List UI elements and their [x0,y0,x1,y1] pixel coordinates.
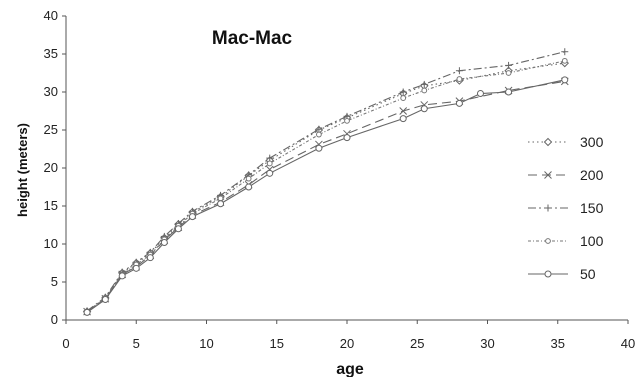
data-point [217,195,224,202]
data-point [400,95,407,101]
data-point [420,105,428,113]
y-tick-label: 40 [44,8,58,23]
series-line-300 [86,62,565,313]
data-point [316,131,322,138]
data-point [420,80,428,88]
data-point [344,117,350,124]
series-line-100 [86,60,565,313]
series-50 [83,76,569,316]
legend-item-50: 50 [528,266,596,282]
y-tick-label: 20 [44,160,58,175]
data-point [315,125,323,133]
x-tick-label: 30 [480,336,494,351]
x-tick-label: 25 [410,336,424,351]
data-point [399,115,407,123]
y-tick-label: 5 [51,274,58,289]
plot-area: 0 5 10 15 20 25 30 35 40 0 5 10 15 20 25 30 35 40 [44,8,636,351]
data-point [399,88,407,96]
x-axis-title: age [336,361,364,377]
data-point [188,213,196,221]
series-100 [84,57,568,316]
data-point [455,67,463,75]
data-point [83,308,91,316]
x-tick-label: 15 [270,336,284,351]
data-point [505,88,513,96]
legend: 300 200 150 100 50 [528,134,604,282]
data-point [217,200,225,208]
series-300 [82,58,569,316]
legend-item-150: 150 [528,200,604,216]
data-point [343,134,351,142]
y-tick-label: 35 [44,46,58,61]
series-150 [83,48,569,315]
data-point [505,61,513,69]
y-tick-label: 15 [44,198,58,213]
legend-label: 300 [580,134,604,150]
data-point [561,57,568,64]
y-tick-label: 0 [51,312,58,327]
data-point [132,264,140,272]
data-point [118,272,126,280]
data-point [476,90,484,98]
data-point [245,183,253,191]
data-point [421,87,428,94]
data-point [505,70,512,76]
x-tick-label: 40 [621,336,635,351]
data-point [146,254,154,262]
legend-item-100: 100 [528,233,604,249]
data-point [315,144,323,152]
x-tick-label: 20 [340,336,354,351]
data-point [174,225,182,233]
data-point [160,238,168,246]
y-axis-title: height (meters) [15,123,30,217]
y-tick-label: 10 [44,236,58,251]
y-tick-label: 30 [44,84,58,99]
data-point [101,295,109,303]
legend-marker [544,270,552,278]
data-point [456,76,463,82]
x-tick-label: 5 [133,336,140,351]
data-point [245,175,252,182]
data-point [561,76,569,84]
legend-item-200: 200 [528,167,604,183]
x-tick-label: 35 [551,336,565,351]
data-point [266,160,273,167]
series-line-50 [86,79,565,313]
legend-marker [543,137,553,147]
series-line-200 [86,80,565,313]
legend-marker [545,238,551,244]
data-point [266,169,274,177]
legend-item-300: 300 [528,134,604,150]
data-point [399,107,408,115]
chart-title: Mac-Mac [212,28,293,49]
x-tick-label: 0 [62,336,69,351]
data-point [266,154,274,162]
series-200 [83,77,569,316]
series-line-150 [86,51,565,312]
data-point [561,48,569,56]
y-tick-label: 25 [44,122,58,137]
legend-marker [544,204,552,212]
legend-label: 50 [580,266,596,282]
legend-label: 150 [580,200,604,216]
legend-label: 200 [580,167,604,183]
legend-label: 100 [580,233,604,249]
data-point [455,99,463,107]
x-tick-label: 10 [199,336,213,351]
legend-marker [544,171,552,179]
